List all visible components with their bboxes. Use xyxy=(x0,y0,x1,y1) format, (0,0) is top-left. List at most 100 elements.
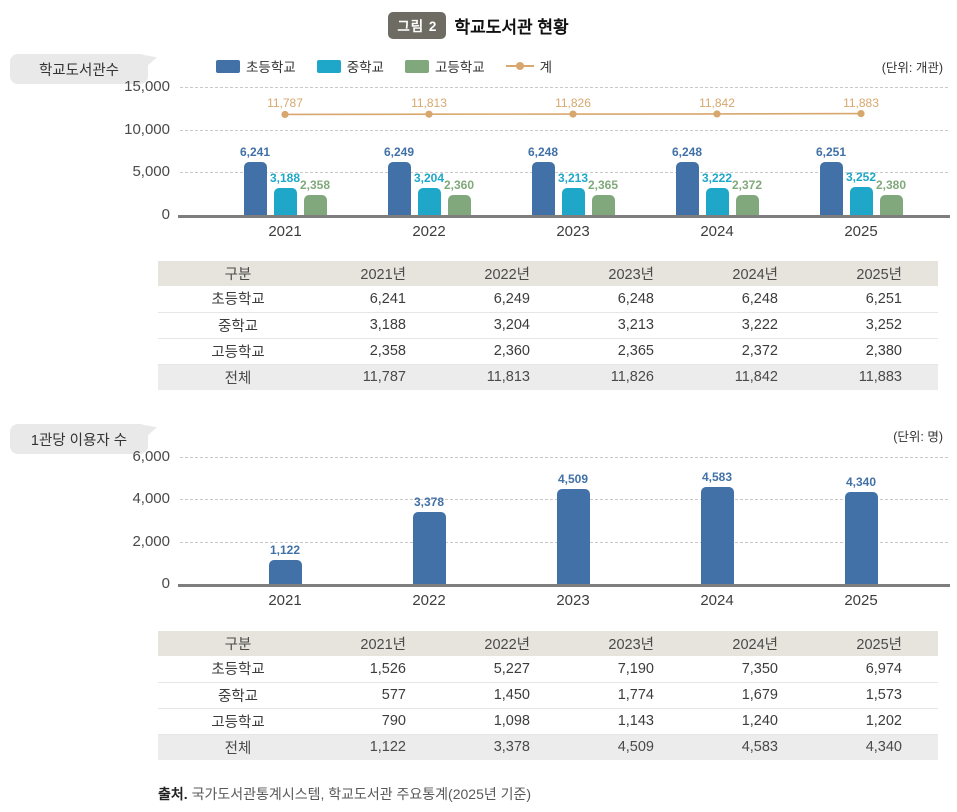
cell-value: 2,365 xyxy=(617,343,654,359)
cell-value: 7,350 xyxy=(741,660,778,677)
col-header: 2022년 xyxy=(442,631,566,656)
unit-label-persons: (단위: 명) xyxy=(893,430,943,444)
bar-value-label: 3,204 xyxy=(413,170,445,185)
x-axis-label: 2021 xyxy=(268,592,302,609)
bar-중학교-2023 xyxy=(561,187,585,215)
bar-value-label: 3,188 xyxy=(269,170,301,185)
bar-초등학교-2025 xyxy=(819,161,843,215)
users-per-library-table: 구분 2021년 2022년 2023년 2024년 2025년 초등학교 1,… xyxy=(158,631,938,760)
bar-value-label: 3,213 xyxy=(557,170,589,185)
bar-초등학교-2022 xyxy=(387,161,411,215)
cell-value: 4,509 xyxy=(617,739,654,756)
bar-value-label: 6,241 xyxy=(239,144,271,159)
bar-고등학교-2025 xyxy=(879,194,903,215)
gridline xyxy=(180,129,948,131)
table-header-row: 구분 2021년 2022년 2023년 2024년 2025년 xyxy=(158,261,938,286)
y-tick-label: 5,000 xyxy=(132,163,170,181)
table-header-row: 구분 2021년 2022년 2023년 2024년 2025년 xyxy=(158,631,938,656)
bar-1관당 이용자 수-2021 xyxy=(268,560,302,584)
x-axis-label: 2025 xyxy=(844,592,878,609)
row-label: 중학교 xyxy=(217,318,259,335)
chart1-legend: 초등학교 중학교 고등학교 계 xyxy=(216,56,552,76)
cell-value: 1,679 xyxy=(741,687,778,703)
bar-value-label: 3,222 xyxy=(701,170,733,185)
col-header: 2021년 xyxy=(318,631,442,656)
bar-value-label: 6,251 xyxy=(815,144,847,159)
col-header: 2024년 xyxy=(690,261,814,286)
row-label: 중학교 xyxy=(217,688,259,705)
gridline xyxy=(180,87,948,88)
bar-중학교-2025 xyxy=(849,187,873,215)
bar-value-label: 2,365 xyxy=(587,177,619,192)
users-per-library-chart: 0 2,000 4,000 6,000 2021 1,122 2022 3,378 2023 4,… xyxy=(0,448,957,612)
x-axis-line xyxy=(178,584,950,587)
table-row-middle: 중학교 3,188 3,204 3,213 3,222 3,252 xyxy=(158,312,938,338)
bar-value-label: 2,372 xyxy=(731,177,763,192)
cell-value: 1,240 xyxy=(741,713,778,729)
section-label-users-per-library: 1관당 이용자 수 xyxy=(10,424,157,454)
col-header: 2022년 xyxy=(442,261,566,286)
library-count-chart: 0 5,000 10,000 15,000 2021 6,241 3,188 2,358 202… xyxy=(0,78,957,242)
y-tick-label: 0 xyxy=(161,206,170,224)
middle-swatch-icon xyxy=(316,59,341,73)
table-row-elementary: 초등학교 1,526 5,227 7,190 7,350 6,974 xyxy=(158,656,938,682)
row-label: 초등학교 xyxy=(211,662,265,679)
cell-value: 11,826 xyxy=(610,369,654,386)
row-label: 초등학교 xyxy=(211,292,265,309)
legend-item-high: 고등학교 xyxy=(404,56,485,76)
table-row-total: 전체 1,122 3,378 4,509 4,583 4,340 xyxy=(158,734,938,760)
y-tick-label: 6,000 xyxy=(132,448,170,466)
cell-value: 11,842 xyxy=(734,369,778,386)
x-axis-label: 2024 xyxy=(700,223,734,240)
legend-label: 고등학교 xyxy=(434,60,485,75)
figure-title: 그림 2 학교도서관 현황 xyxy=(0,12,957,39)
total-value-label: 11,813 xyxy=(411,96,447,111)
cell-value: 11,787 xyxy=(362,369,406,386)
section-label-library-count: 학교도서관수 xyxy=(10,54,157,84)
col-header: 2024년 xyxy=(690,631,814,656)
row-label: 고등학교 xyxy=(211,344,265,361)
total-line xyxy=(281,109,865,119)
gridline xyxy=(180,457,948,458)
legend-label: 초등학교 xyxy=(246,60,296,75)
bar-중학교-2022 xyxy=(417,187,441,215)
bar-value-label: 1,122 xyxy=(269,543,301,558)
cell-value: 6,974 xyxy=(865,660,902,677)
bar-value-label: 3,378 xyxy=(413,495,445,510)
library-count-table: 구분 2021년 2022년 2023년 2024년 2025년 초등학교 6,… xyxy=(158,261,938,390)
gridline xyxy=(180,172,948,174)
cell-value: 6,249 xyxy=(493,290,530,307)
row-label: 전체 xyxy=(224,740,252,757)
y-tick-label: 10,000 xyxy=(124,120,170,138)
x-axis-label: 2021 xyxy=(268,223,302,240)
cell-value: 11,813 xyxy=(486,369,530,386)
y-tick-label: 0 xyxy=(161,575,170,593)
cell-value: 6,251 xyxy=(865,290,902,307)
cell-value: 6,248 xyxy=(617,290,654,307)
bar-중학교-2021 xyxy=(273,187,297,215)
bar-value-label: 4,583 xyxy=(701,469,733,484)
bar-value-label: 6,248 xyxy=(527,144,559,159)
bar-초등학교-2021 xyxy=(243,161,267,215)
bar-1관당 이용자 수-2024 xyxy=(700,486,734,584)
bar-고등학교-2022 xyxy=(447,194,471,215)
legend-item-middle: 중학교 xyxy=(316,56,384,76)
section-label-text: 학교도서관수 xyxy=(38,62,120,79)
cell-value: 5,227 xyxy=(493,660,530,677)
cell-value: 1,573 xyxy=(865,687,902,703)
x-axis-label: 2023 xyxy=(556,592,590,609)
y-tick-label: 4,000 xyxy=(132,490,170,508)
bar-1관당 이용자 수-2022 xyxy=(412,512,446,584)
cell-value: 1,098 xyxy=(493,713,530,729)
legend-item-elementary: 초등학교 xyxy=(216,56,296,76)
row-label: 고등학교 xyxy=(211,714,265,731)
high-swatch-icon xyxy=(404,59,429,73)
bar-고등학교-2024 xyxy=(735,194,759,215)
bar-고등학교-2023 xyxy=(591,194,615,215)
bar-중학교-2024 xyxy=(705,187,729,215)
legend-label: 중학교 xyxy=(346,60,384,75)
cell-value: 2,360 xyxy=(493,343,530,359)
bar-value-label: 6,248 xyxy=(671,144,703,159)
bar-value-label: 4,340 xyxy=(845,475,877,490)
total-value-label: 11,787 xyxy=(267,96,303,111)
